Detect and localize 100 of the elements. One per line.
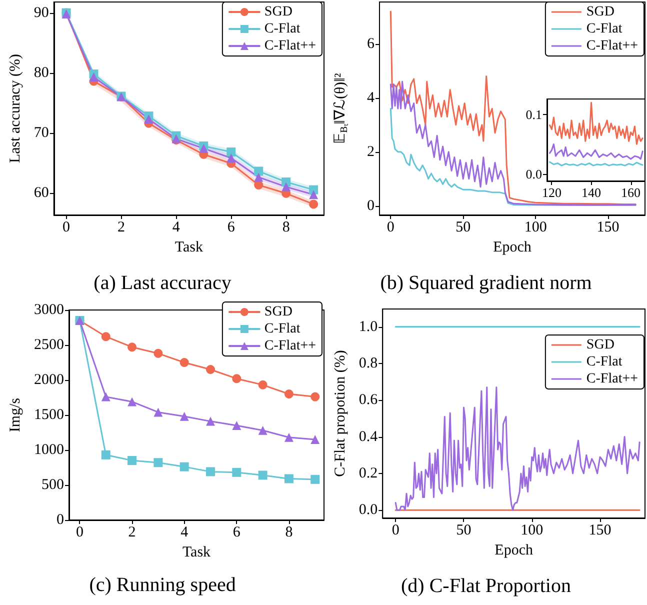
point: [254, 172, 264, 182]
y-tick-label: 0: [367, 198, 374, 214]
point: [101, 450, 110, 460]
x-tick-label: 8: [285, 524, 293, 540]
point: [226, 154, 236, 162]
y-axis-title: C-Flat propotion (%): [332, 350, 348, 477]
y-tick-label: 2: [367, 144, 374, 160]
point: [232, 468, 242, 477]
y-axis-title: 𝔼Bₜ‖∇ℒ(θ)‖²: [332, 72, 350, 144]
legend-label: C-Flat: [586, 22, 622, 36]
y-tick-label: 0.1: [526, 106, 542, 122]
legend-label: C-Flat++: [264, 338, 316, 354]
x-tick-label: 50: [456, 522, 472, 538]
legend-label: C-Flat++: [586, 372, 638, 386]
text: (a) Last accuracy: [94, 272, 232, 294]
y-tick-label: 0.2: [358, 465, 378, 482]
x-tick-label: 100: [524, 220, 547, 236]
y-tick-label: 1500: [34, 407, 64, 423]
y-tick-label: 0.4: [358, 428, 378, 445]
y-tick-label: 0.0: [358, 502, 378, 518]
y-tick-label: 0.6: [358, 392, 378, 408]
y-axis-title: Img/s: [8, 398, 24, 432]
point: [310, 392, 320, 402]
text: (d) C-Flat Proportion: [401, 575, 571, 597]
point: [284, 390, 294, 398]
legend-label: C-Flat++: [586, 38, 638, 54]
x-axis-title: Task: [182, 544, 212, 560]
point: [206, 416, 215, 426]
y-tick-label: 500: [42, 477, 64, 493]
legend-label: C-Flat: [264, 322, 300, 336]
x-tick-label: 140: [582, 185, 602, 200]
x-tick-label: 120: [542, 185, 562, 200]
x-tick-label: 0: [392, 522, 400, 538]
x-tick-label: 2: [128, 524, 136, 540]
point: [310, 474, 320, 484]
line-series: [549, 143, 644, 160]
y-tick-label: 6: [367, 36, 375, 52]
point: [101, 332, 110, 342]
x-tick-label: 50: [456, 220, 471, 236]
x-axis-title: Epoch: [494, 542, 534, 558]
y-tick-label: 1000: [34, 442, 64, 458]
legend-label: SGD: [586, 4, 614, 20]
y-tick-label: 2000: [34, 372, 64, 388]
y-tick-label: 4: [367, 90, 375, 106]
point: [232, 421, 242, 430]
x-tick-label: 8: [282, 220, 290, 236]
point: [258, 426, 268, 435]
x-tick-label: 150: [588, 522, 612, 538]
point: [128, 397, 137, 406]
point: [154, 348, 163, 358]
y-tick-label: 70: [34, 124, 49, 141]
legend-label: C-Flat++: [264, 38, 316, 54]
x-tick-label: 0: [386, 220, 394, 236]
y-axis-title: Last accuracy (%): [8, 54, 24, 164]
y-tick-label: 80: [34, 64, 49, 81]
y-tick-label: 0.8: [358, 355, 378, 372]
line-series: [394, 386, 640, 511]
point: [282, 182, 291, 192]
x-tick-label: 160: [621, 185, 641, 200]
point: [254, 166, 264, 176]
y-tick-label: 60: [34, 184, 49, 201]
point: [284, 474, 294, 484]
point: [310, 435, 320, 444]
point: [284, 432, 294, 442]
point: [254, 180, 264, 190]
legend-label: SGD: [586, 338, 614, 352]
x-tick-label: 6: [232, 524, 241, 540]
legend-label: C-Flat: [264, 22, 300, 36]
text: (c) Running speed: [89, 574, 236, 596]
point: [180, 412, 189, 421]
y-tick-label: 3000: [34, 302, 64, 318]
point: [101, 392, 110, 402]
legend-label: C-Flat: [586, 354, 622, 370]
point: [309, 200, 318, 209]
x-tick-label: 6: [227, 220, 236, 236]
point: [258, 470, 268, 480]
x-axis-title: Epoch: [493, 239, 532, 256]
point: [89, 72, 98, 82]
point: [226, 148, 236, 156]
legend-label: SGD: [264, 4, 292, 20]
point: [154, 408, 163, 417]
y-tick-label: 1.0: [358, 318, 378, 335]
x-tick-label: 4: [172, 220, 180, 236]
y-tick-label: 0: [56, 512, 64, 528]
x-tick-label: 2: [117, 220, 125, 236]
point: [309, 190, 318, 200]
point: [199, 144, 208, 153]
x-tick-label: 150: [596, 220, 620, 236]
point: [232, 374, 242, 384]
x-tick-label: 4: [180, 524, 189, 540]
point: [180, 358, 189, 367]
x-tick-label: 100: [520, 522, 544, 538]
point: [258, 380, 268, 390]
y-tick-label: 90: [34, 4, 49, 21]
point: [206, 365, 215, 374]
text: (b) Squared gradient norm: [380, 272, 592, 294]
point: [144, 114, 154, 124]
x-tick-label: 0: [76, 524, 84, 540]
x-axis-title: Task: [174, 239, 204, 256]
line-series: [549, 102, 644, 145]
